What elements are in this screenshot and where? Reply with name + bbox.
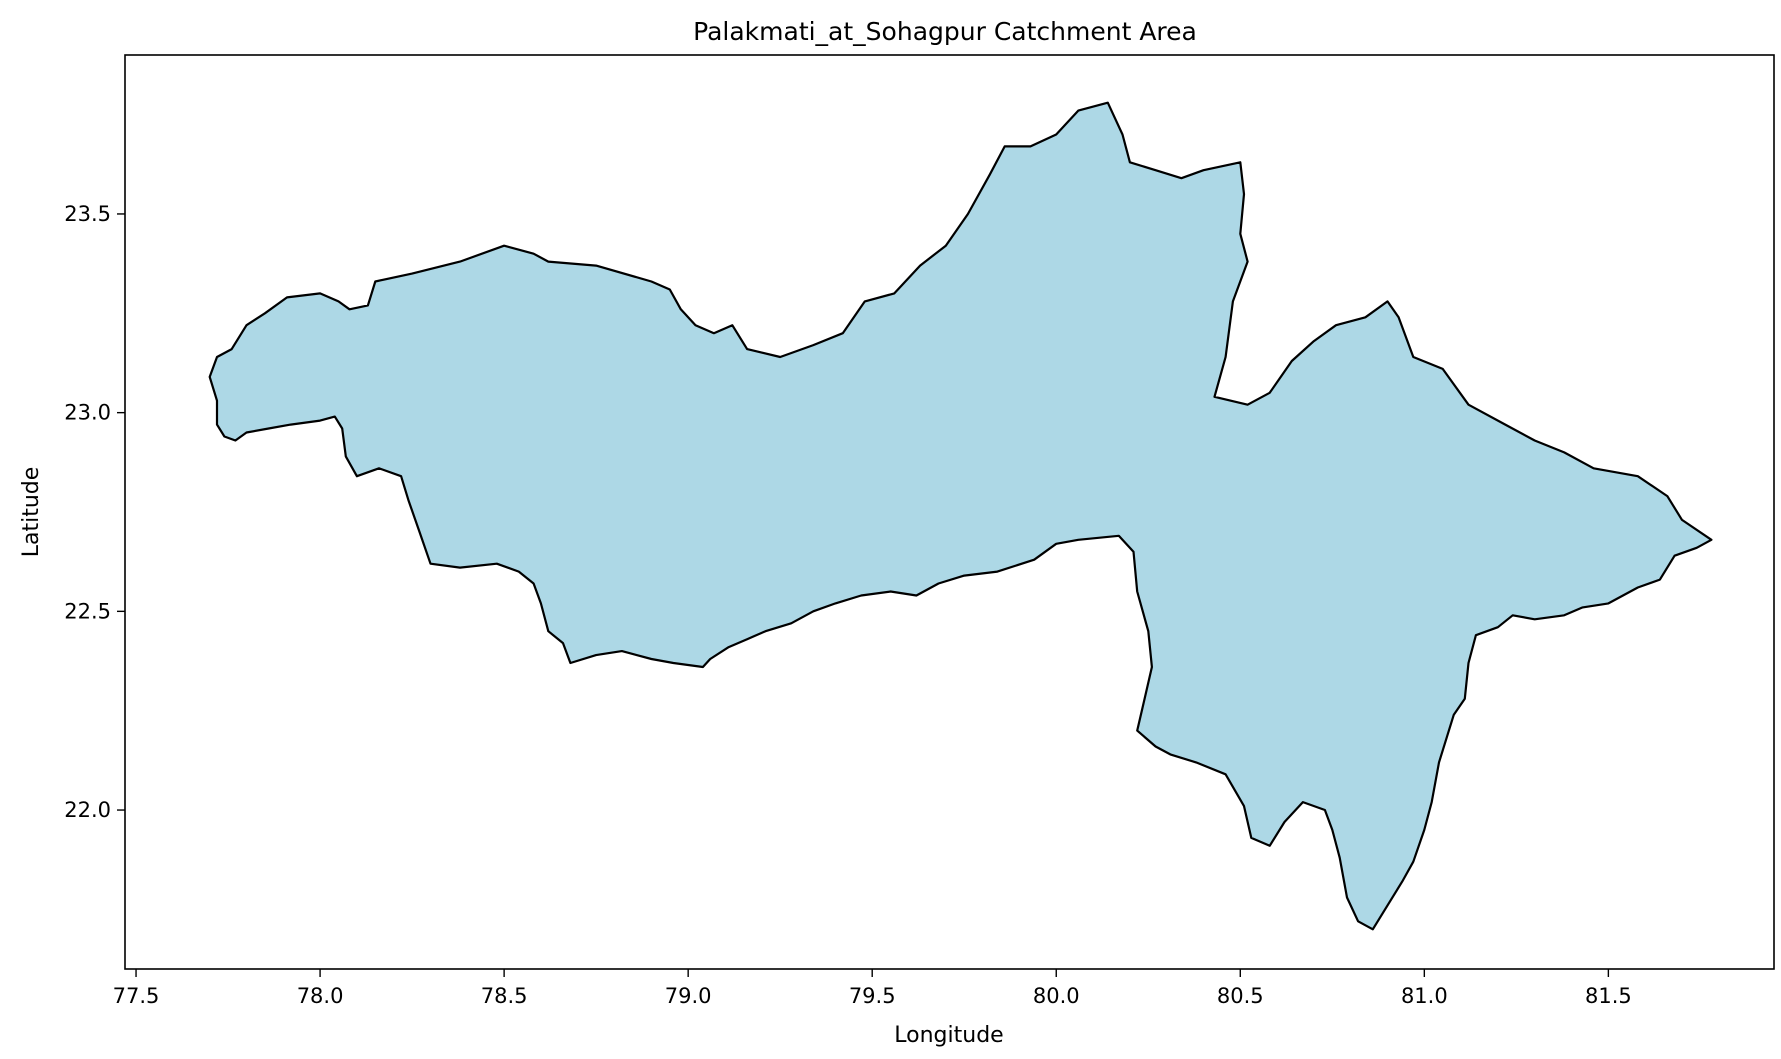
x-tick-label: 80.5 [1217, 984, 1264, 1008]
chart-title: Palakmati_at_Sohagpur Catchment Area [693, 17, 1197, 46]
y-tick-label: 22.0 [64, 798, 111, 822]
y-tick-label: 22.5 [64, 599, 111, 623]
x-tick-label: 78.0 [297, 984, 344, 1008]
x-axis-label: Longitude [894, 1023, 1003, 1048]
catchment-polygon[interactable] [208, 101, 1713, 931]
plot-area [124, 54, 1775, 970]
x-tick-label: 79.5 [849, 984, 896, 1008]
x-tick-label: 81.5 [1585, 984, 1632, 1008]
y-axis-label: Latitude [19, 467, 44, 558]
x-axis-ticks: 77.5 78.0 78.5 79.0 79.5 80.0 80.5 81.0 81.5 [113, 969, 1632, 1008]
y-axis-ticks: 22.0 22.5 23.0 23.5 [64, 202, 125, 822]
y-tick-label: 23.0 [64, 401, 111, 425]
x-tick-label: 80.0 [1033, 984, 1080, 1008]
axes-frame [124, 54, 1775, 970]
x-tick-label: 77.5 [113, 984, 160, 1008]
x-tick-label: 81.0 [1401, 984, 1448, 1008]
x-tick-label: 78.5 [481, 984, 528, 1008]
y-tick-label: 23.5 [64, 202, 111, 226]
x-tick-label: 79.0 [665, 984, 712, 1008]
